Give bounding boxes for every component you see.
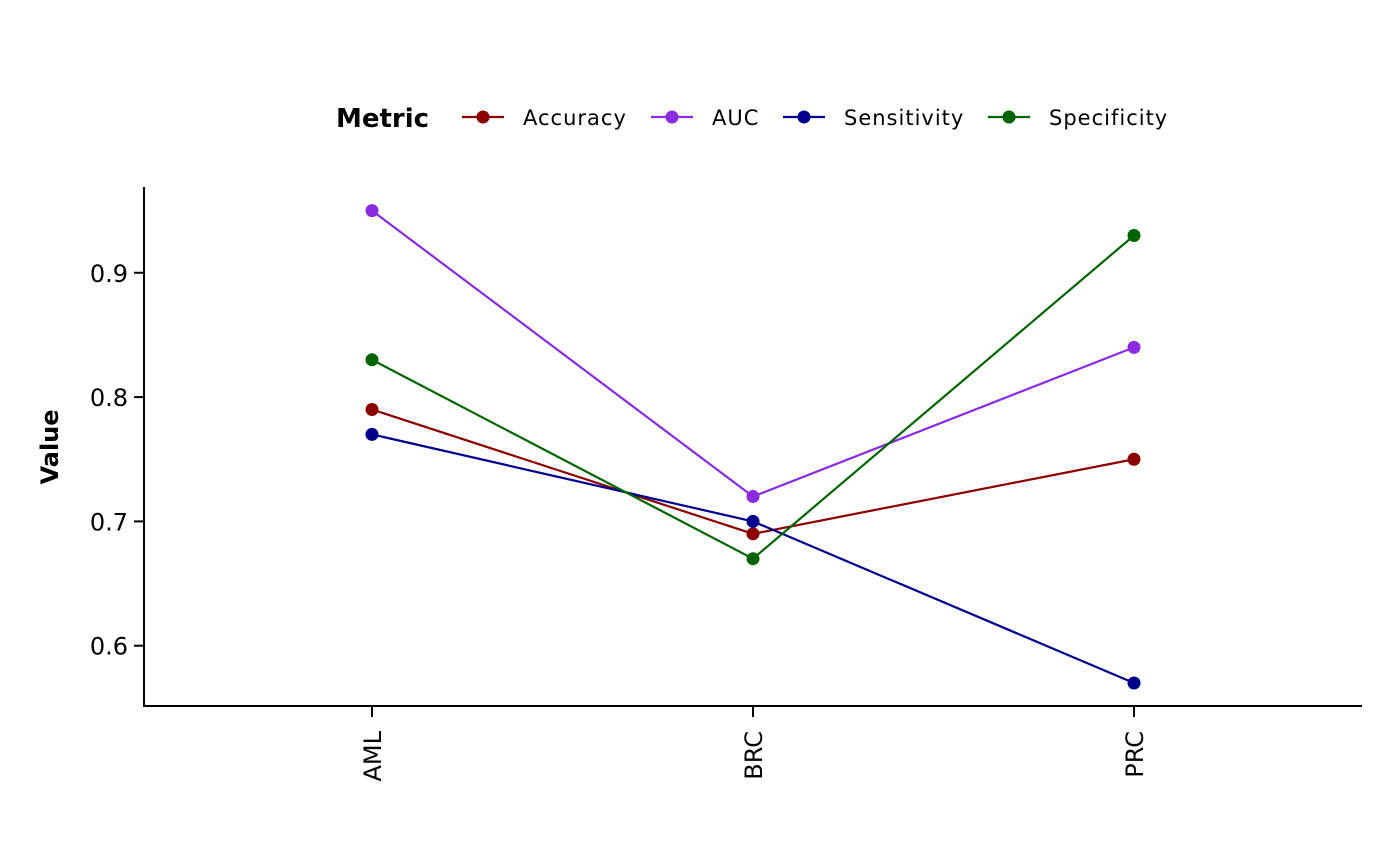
legend-key-marker: [476, 110, 490, 124]
plot-area: 0.6 0.7 0.8 0.9 AML BRC PRC: [90, 187, 1362, 782]
x-tick-label: AML: [359, 730, 387, 781]
y-axis-title: Value: [36, 409, 64, 484]
data-point-accuracy: [746, 527, 760, 541]
legend-label: AUC: [712, 106, 759, 130]
data-point-sensitivity: [365, 427, 379, 441]
series-line-auc: [371, 209, 1135, 498]
data-point-specificity: [1127, 228, 1141, 242]
data-point-specificity: [746, 552, 760, 566]
legend-item-specificity: Specificity: [988, 106, 1168, 130]
y-tick-label: 0.7: [90, 508, 128, 536]
data-point-accuracy: [365, 403, 379, 417]
legend-key-marker: [665, 110, 679, 124]
data-point-sensitivity: [746, 514, 760, 528]
y-tick-label: 0.8: [90, 384, 128, 412]
legend-key-marker: [1002, 110, 1016, 124]
legend-title: Metric: [336, 104, 429, 134]
data-point-specificity: [365, 353, 379, 367]
data-point-auc: [1127, 340, 1141, 354]
series-line-specificity: [371, 234, 1135, 561]
legend-label: Specificity: [1049, 106, 1168, 130]
legend-item-auc: AUC: [651, 106, 759, 130]
data-point-auc: [746, 490, 760, 504]
legend-label: Accuracy: [523, 106, 627, 130]
x-tick-label: PRC: [1121, 731, 1149, 778]
y-tick-label: 0.9: [90, 260, 128, 288]
legend-item-accuracy: Accuracy: [462, 106, 627, 130]
data-point-sensitivity: [1127, 676, 1141, 690]
data-point-auc: [365, 204, 379, 218]
legend-item-sensitivity: Sensitivity: [783, 106, 964, 130]
x-tick-label: BRC: [740, 731, 768, 780]
legend-key-marker: [797, 110, 811, 124]
data-point-accuracy: [1127, 452, 1141, 466]
y-tick-label: 0.6: [90, 633, 128, 661]
legend: Metric Accuracy AUC Sensitivity Specificity: [336, 104, 1168, 134]
legend-label: Sensitivity: [844, 106, 964, 130]
